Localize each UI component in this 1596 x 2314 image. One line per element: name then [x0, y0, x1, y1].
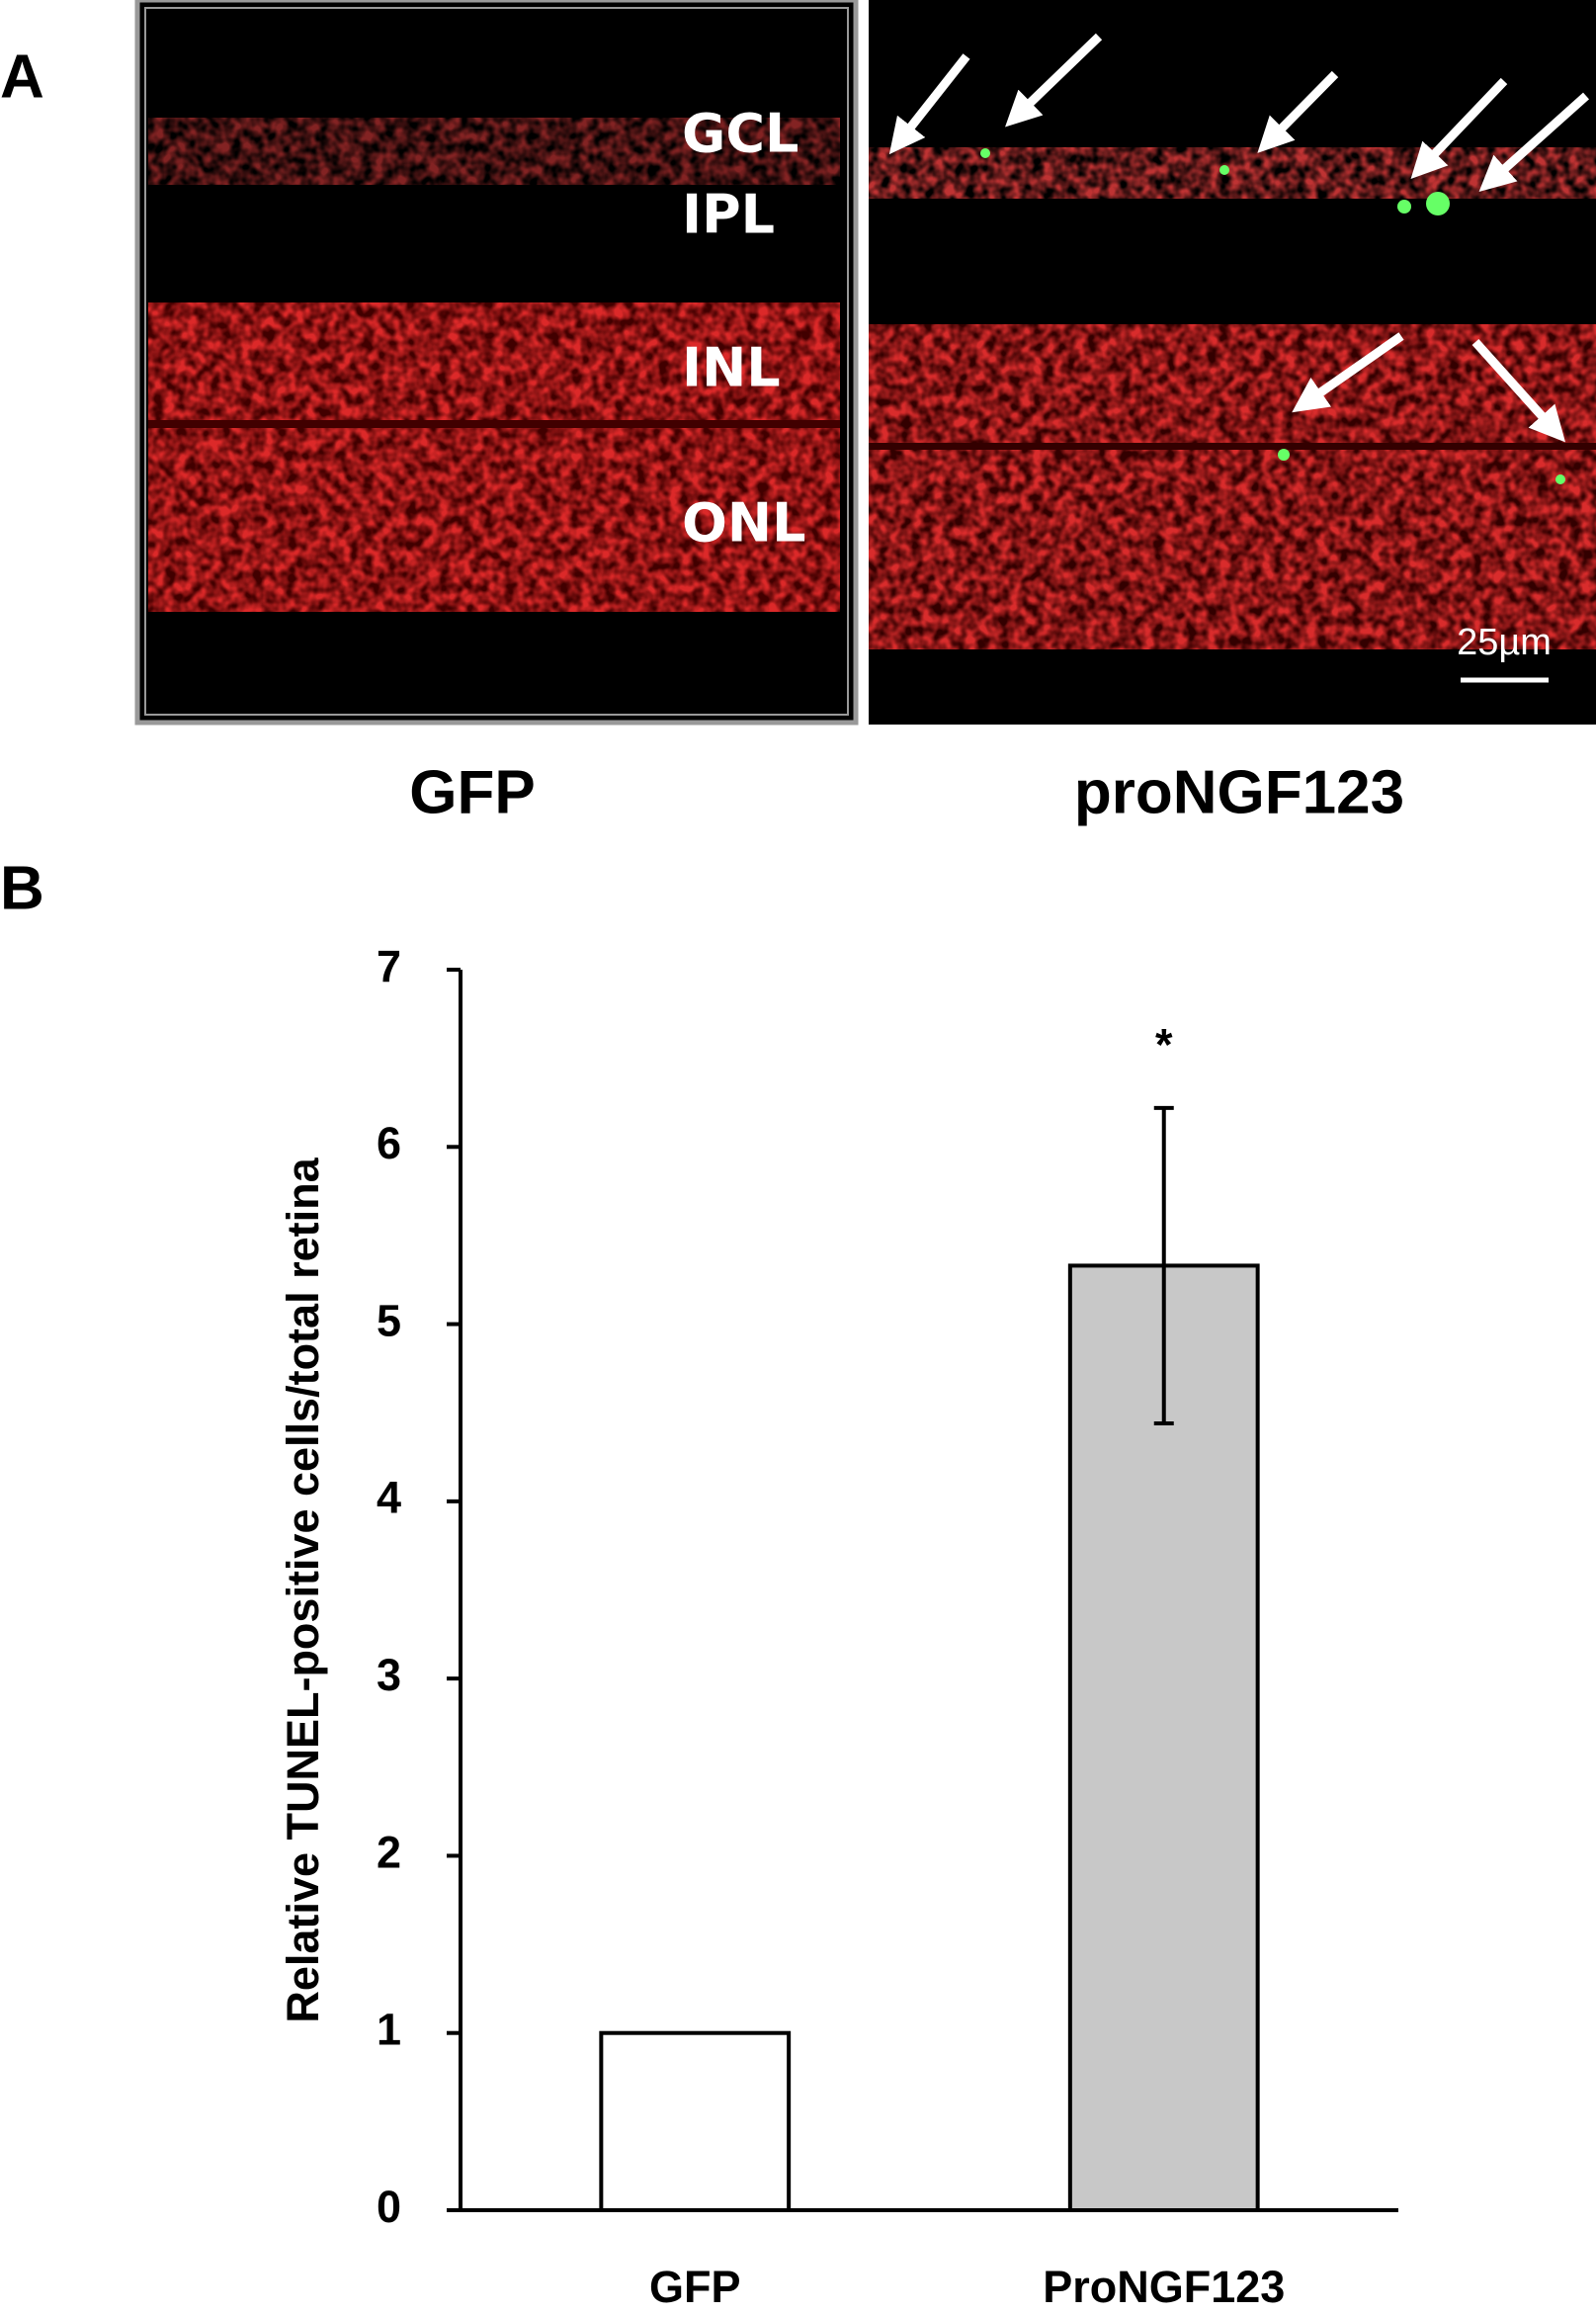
image-caption: proNGF123: [1074, 758, 1404, 826]
micrograph-prongf: 25µm: [869, 0, 1596, 725]
y-tick-label: 3: [377, 1650, 401, 1700]
layer-label: IPL: [682, 184, 775, 246]
image-caption: GFP: [409, 758, 535, 826]
y-tick-label: 0: [377, 2182, 401, 2232]
y-axis-label: Relative TUNEL-positive cells/total reti…: [278, 1157, 328, 2022]
y-tick-label: 7: [377, 941, 401, 991]
significance-mark: *: [1155, 1020, 1173, 1071]
panel-label: A: [0, 43, 44, 111]
y-tick-label: 5: [377, 1295, 401, 1345]
y-tick-label: 1: [377, 2005, 401, 2055]
y-tick-label: 2: [377, 1827, 401, 1877]
x-tick-label: GFP: [649, 2262, 741, 2312]
bar: [599, 2030, 792, 2213]
scale-bar-label: 25µm: [1457, 622, 1552, 663]
y-tick-label: 4: [377, 1473, 401, 1523]
layer-label: GCL: [682, 103, 798, 165]
tunel-dots: [980, 148, 1565, 484]
arrows: [888, 33, 1590, 443]
y-tick-label: 6: [377, 1118, 401, 1168]
layer-label: INL: [682, 337, 781, 399]
x-tick-label: ProNGF123: [1043, 2262, 1285, 2312]
layer-label: ONL: [682, 492, 806, 555]
panel-label: B: [0, 854, 44, 922]
micrograph-gfp: [134, 0, 859, 726]
